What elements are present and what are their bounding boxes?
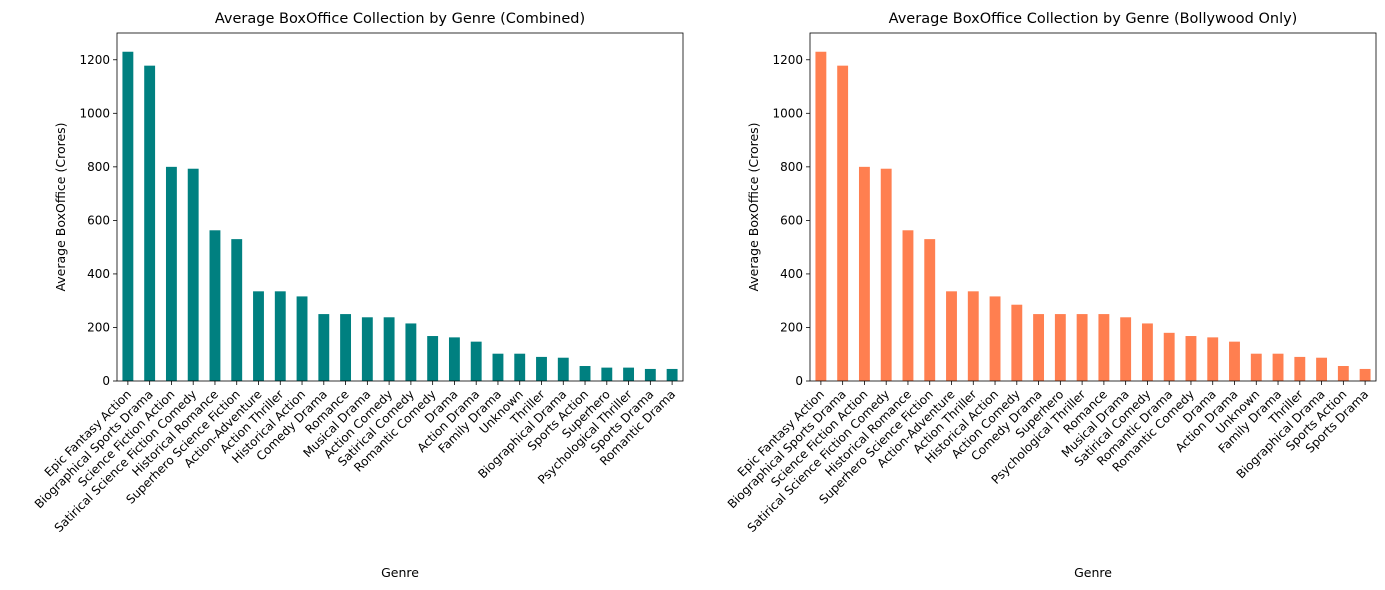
y-tick-label: 1200 — [79, 53, 110, 67]
bar — [1272, 353, 1284, 381]
bar — [557, 357, 569, 381]
bar — [1098, 314, 1110, 381]
bar — [880, 168, 892, 381]
bar — [1011, 304, 1023, 381]
bar — [1185, 336, 1197, 381]
bar — [902, 230, 914, 381]
y-tick-label: 600 — [87, 213, 110, 227]
y-tick-label: 800 — [780, 160, 803, 174]
y-tick-label: 800 — [87, 160, 110, 174]
y-tick-label: 1000 — [79, 106, 110, 120]
bar — [1359, 368, 1371, 381]
bar — [1337, 366, 1349, 381]
y-tick-label: 200 — [780, 320, 803, 334]
bar — [122, 51, 134, 382]
bar — [1294, 356, 1306, 381]
y-axis-label: Average BoxOffice (Crores) — [746, 122, 761, 291]
bar — [924, 239, 936, 381]
bar — [427, 336, 439, 381]
chart-title: Average BoxOffice Collection by Genre (B… — [889, 11, 1298, 27]
bar — [1316, 357, 1328, 381]
bar — [579, 366, 591, 381]
bar — [1229, 341, 1240, 381]
bar — [405, 323, 417, 381]
bar — [967, 291, 979, 381]
x-axis-label: Genre — [1074, 565, 1112, 580]
bar — [1120, 317, 1132, 381]
y-tick-label: 400 — [780, 267, 803, 281]
bar — [1076, 314, 1088, 381]
bar — [1163, 332, 1175, 381]
bar — [361, 317, 373, 381]
bar — [1033, 314, 1045, 381]
bar — [1207, 337, 1219, 381]
y-tick-label: 0 — [795, 374, 803, 388]
axes-frame — [809, 32, 1377, 382]
y-tick-label: 1200 — [772, 53, 803, 67]
bar — [837, 65, 849, 381]
bar — [274, 291, 286, 381]
bar — [340, 314, 352, 381]
bar — [623, 367, 635, 381]
bar — [231, 239, 243, 381]
bar — [536, 356, 547, 381]
bar — [858, 166, 870, 381]
bar — [601, 367, 613, 381]
bar — [946, 291, 957, 381]
y-tick-label: 400 — [87, 267, 110, 281]
bar — [514, 353, 526, 381]
bar — [318, 314, 330, 381]
bar — [144, 65, 156, 381]
bar — [1054, 314, 1066, 381]
y-tick-label: 600 — [780, 213, 803, 227]
bar — [383, 317, 395, 381]
bar — [1250, 353, 1262, 381]
bar — [187, 168, 199, 381]
bar — [448, 337, 460, 381]
x-axis-label: Genre — [381, 565, 419, 580]
bar — [644, 368, 656, 381]
axes-frame — [116, 32, 684, 382]
y-axis-label: Average BoxOffice (Crores) — [53, 122, 68, 291]
bar — [165, 166, 177, 381]
bar — [296, 296, 308, 381]
bar — [666, 368, 678, 381]
y-tick-label: 0 — [102, 374, 110, 388]
bar — [989, 296, 1001, 381]
bar — [492, 353, 504, 381]
bar — [253, 291, 264, 381]
chart-title: Average BoxOffice Collection by Genre (C… — [215, 11, 585, 27]
y-tick-label: 1000 — [772, 106, 803, 120]
bar — [470, 341, 482, 381]
bar — [209, 230, 221, 381]
y-tick-label: 200 — [87, 320, 110, 334]
bar — [1141, 323, 1153, 381]
bar — [815, 51, 827, 382]
